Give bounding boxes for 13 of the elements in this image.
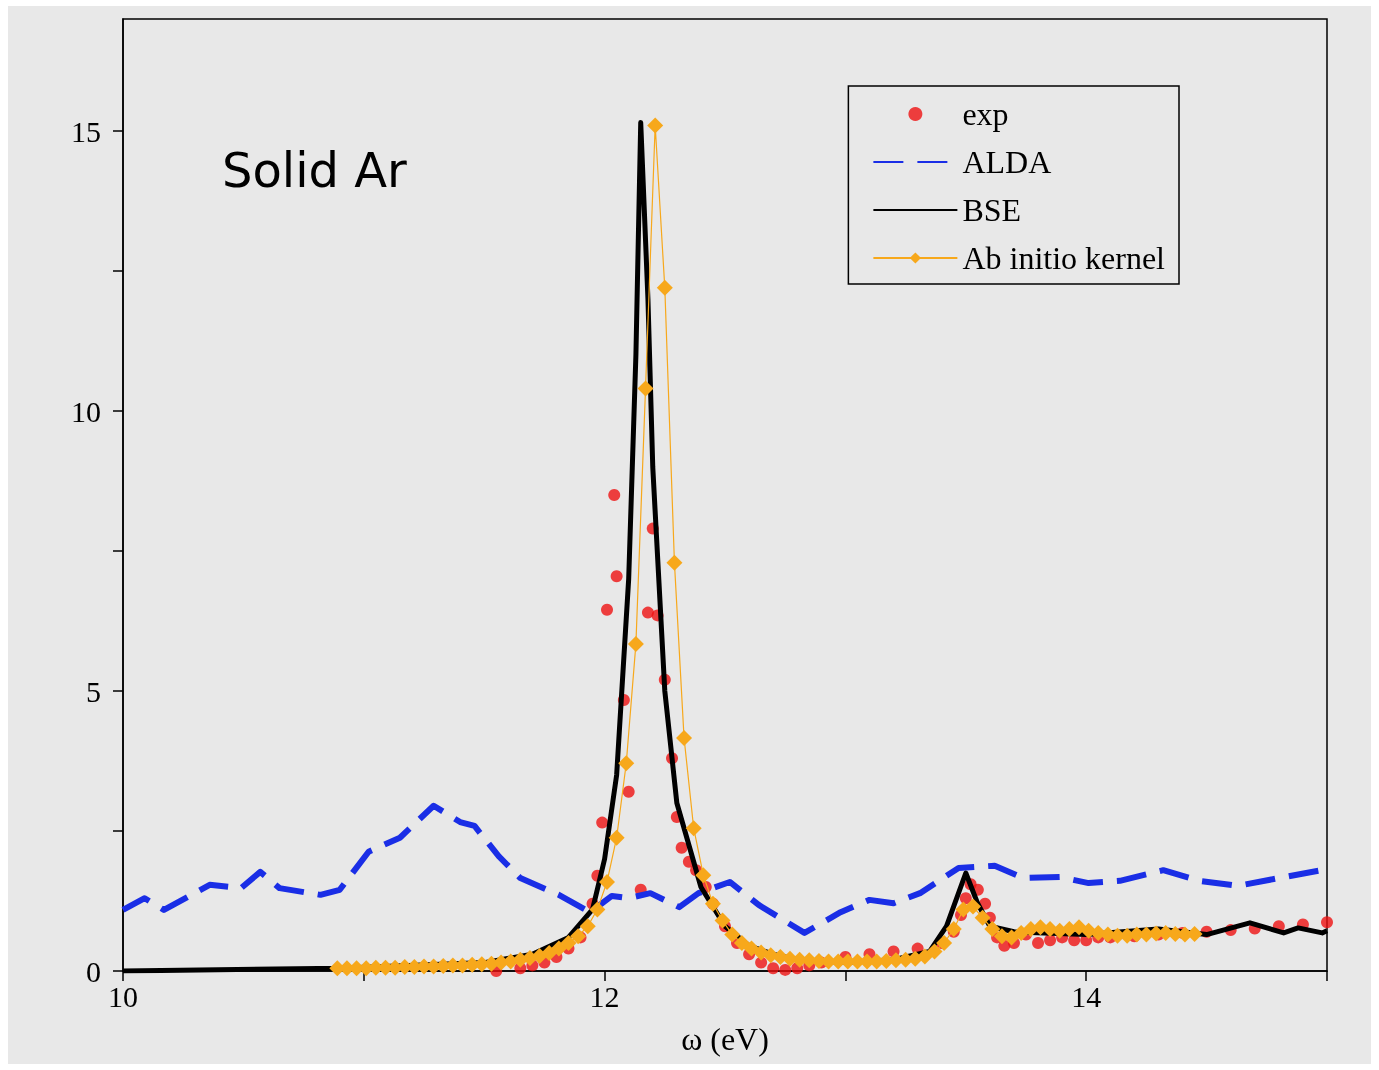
- annotation: Solid Ar: [222, 142, 408, 198]
- y-tick-label: 5: [86, 674, 101, 708]
- y-tick-label: 10: [71, 394, 101, 428]
- x-axis-title: ω (eV): [681, 1021, 769, 1057]
- legend-label: BSE: [962, 192, 1022, 228]
- x-tick-label: 14: [1071, 979, 1102, 1013]
- y-tick-label: 0: [86, 954, 101, 988]
- x-tick-label: 10: [108, 979, 138, 1013]
- legend-label: ALDA: [962, 144, 1052, 180]
- legend-label: Ab initio kernel: [962, 240, 1166, 276]
- x-tick-label: 12: [589, 979, 620, 1013]
- legend-label: exp: [962, 96, 1009, 132]
- y-tick-label: 15: [71, 114, 101, 148]
